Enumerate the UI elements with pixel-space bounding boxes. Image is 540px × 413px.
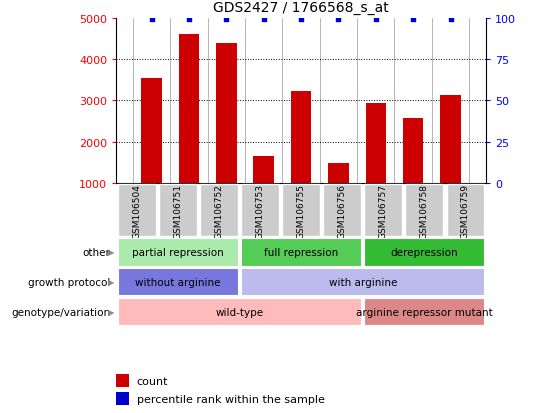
Point: [372, 17, 380, 24]
Bar: [403, 119, 423, 184]
Point: [446, 17, 455, 24]
Text: GSM106751: GSM106751: [173, 183, 182, 238]
Text: growth protocol: growth protocol: [28, 277, 111, 287]
FancyBboxPatch shape: [364, 298, 484, 325]
Bar: [116, 392, 129, 405]
Bar: [440, 96, 461, 184]
Text: partial repression: partial repression: [132, 247, 224, 257]
FancyBboxPatch shape: [118, 239, 238, 266]
Text: with arginine: with arginine: [328, 277, 397, 287]
Text: genotype/variation: genotype/variation: [11, 307, 111, 317]
Text: arginine repressor mutant: arginine repressor mutant: [356, 307, 492, 317]
Bar: [141, 78, 162, 184]
FancyBboxPatch shape: [118, 268, 238, 296]
FancyBboxPatch shape: [241, 268, 484, 296]
FancyBboxPatch shape: [118, 298, 361, 325]
Text: count: count: [137, 376, 168, 386]
Text: GSM106752: GSM106752: [214, 183, 224, 238]
Text: ▶: ▶: [108, 307, 114, 316]
Bar: [253, 157, 274, 184]
Point: [409, 17, 417, 24]
Text: GSM106756: GSM106756: [338, 183, 347, 238]
Bar: [328, 164, 349, 184]
Text: derepression: derepression: [390, 247, 458, 257]
Text: GSM106757: GSM106757: [379, 183, 388, 238]
Bar: [366, 104, 386, 184]
Text: full repression: full repression: [264, 247, 338, 257]
FancyBboxPatch shape: [323, 185, 361, 236]
Text: other: other: [83, 247, 111, 257]
Text: GSM106755: GSM106755: [296, 183, 306, 238]
Text: percentile rank within the sample: percentile rank within the sample: [137, 394, 325, 404]
Text: ▶: ▶: [108, 278, 114, 287]
FancyBboxPatch shape: [364, 185, 402, 236]
Text: GSM106759: GSM106759: [461, 183, 470, 238]
Text: ▶: ▶: [108, 248, 114, 257]
FancyBboxPatch shape: [241, 185, 279, 236]
Bar: [116, 374, 129, 387]
Text: without arginine: without arginine: [135, 277, 220, 287]
Point: [147, 17, 156, 24]
Point: [185, 17, 193, 24]
FancyBboxPatch shape: [241, 239, 361, 266]
Text: GSM106758: GSM106758: [420, 183, 429, 238]
FancyBboxPatch shape: [200, 185, 238, 236]
Title: GDS2427 / 1766568_s_at: GDS2427 / 1766568_s_at: [213, 1, 389, 15]
FancyBboxPatch shape: [282, 185, 320, 236]
Text: wild-type: wild-type: [215, 307, 264, 317]
FancyBboxPatch shape: [159, 185, 197, 236]
Bar: [216, 44, 237, 184]
Point: [222, 17, 231, 24]
Text: GSM106753: GSM106753: [255, 183, 265, 238]
Bar: [291, 92, 312, 184]
Text: GSM106504: GSM106504: [132, 183, 141, 238]
FancyBboxPatch shape: [406, 185, 443, 236]
Bar: [179, 35, 199, 184]
Point: [297, 17, 306, 24]
Point: [259, 17, 268, 24]
FancyBboxPatch shape: [118, 185, 156, 236]
FancyBboxPatch shape: [447, 185, 484, 236]
FancyBboxPatch shape: [364, 239, 484, 266]
Point: [334, 17, 343, 24]
